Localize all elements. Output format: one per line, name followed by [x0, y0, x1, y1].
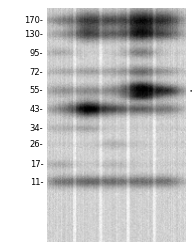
Text: 72-: 72-	[30, 68, 43, 76]
Text: 95-: 95-	[30, 49, 43, 58]
Text: 11-: 11-	[30, 178, 43, 187]
Text: 2: 2	[85, 0, 91, 2]
Text: 170-: 170-	[24, 16, 43, 25]
Text: 130-: 130-	[24, 30, 43, 39]
Text: 34-: 34-	[30, 124, 43, 133]
Text: 1: 1	[58, 0, 64, 2]
Text: 26-: 26-	[30, 140, 43, 149]
Text: 5: 5	[164, 0, 170, 2]
Text: 4: 4	[137, 0, 143, 2]
Text: 43-: 43-	[30, 105, 43, 114]
Text: kDa: kDa	[26, 0, 43, 2]
Text: 3: 3	[111, 0, 117, 2]
Text: 17-: 17-	[30, 160, 43, 170]
Text: 55-: 55-	[30, 86, 43, 96]
